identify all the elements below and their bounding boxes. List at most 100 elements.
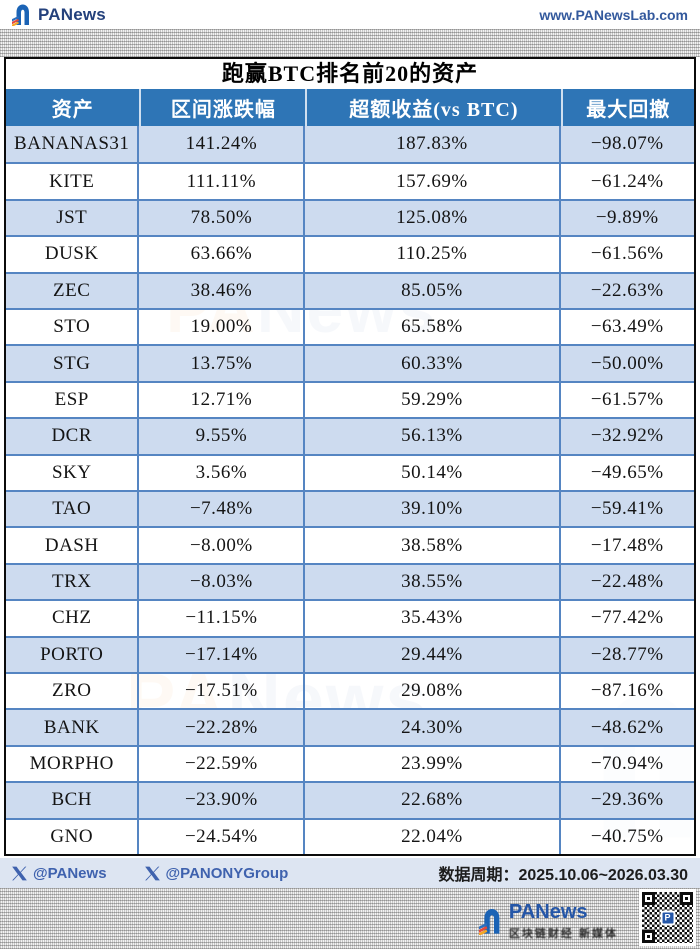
brand-name: PANews bbox=[38, 4, 106, 24]
table-row: GNO −24.54% 22.04% −40.75% bbox=[6, 817, 694, 854]
value-cell: 35.43% bbox=[305, 601, 561, 636]
qr-finder-pattern bbox=[642, 892, 655, 905]
table-row: DUSK 63.66% 110.25% −61.56% bbox=[6, 235, 694, 272]
value-cell: −8.00% bbox=[139, 528, 306, 563]
value-cell: 78.50% bbox=[139, 200, 306, 236]
value-cell: −40.75% bbox=[590, 825, 664, 847]
table-row: ESP 12.71% 59.29% −61.57% bbox=[6, 380, 694, 418]
social-handle-panony: @PANONYGroup bbox=[144, 865, 288, 882]
value-cell: −7.48% bbox=[139, 492, 306, 527]
value-cell: −22.48% bbox=[590, 570, 664, 592]
value-cell: −61.57% bbox=[590, 388, 664, 410]
value-cell: 141.24% bbox=[139, 126, 306, 163]
value-cell: 111.11% bbox=[139, 164, 306, 199]
asset-name-cell: STO bbox=[6, 310, 140, 345]
value-cell: 38.58% bbox=[305, 528, 561, 563]
value-cell: 50.14% bbox=[305, 455, 561, 490]
table-row: MORPHO −22.59% 23.99% −70.94% bbox=[6, 744, 694, 782]
value-cell: 63.66% bbox=[139, 237, 306, 272]
asset-name-cell: DASH bbox=[6, 528, 140, 563]
value-cell: 3.56% bbox=[139, 455, 306, 490]
value-cell: 9.55% bbox=[139, 419, 306, 454]
value-cell: 29.44% bbox=[305, 637, 561, 672]
x-twitter-icon bbox=[12, 866, 27, 880]
data-period: 数据周期：2025.10.06~2026.03.30 bbox=[438, 867, 688, 884]
value-cell: −59.41% bbox=[590, 498, 664, 520]
table-rows: BANANAS31 141.24% 187.83% −98.07% KITE 111.11… bbox=[6, 126, 694, 854]
value-cell: 13.75% bbox=[139, 346, 306, 381]
brand-logo: PANews bbox=[12, 3, 106, 26]
value-cell: −87.16% bbox=[590, 680, 664, 702]
asset-name-cell: ZRO bbox=[6, 674, 140, 709]
top-brand-bar: PANews www.PANewsLab.com bbox=[0, 0, 700, 29]
asset-name-cell: ZEC bbox=[6, 273, 140, 308]
qr-center-logo: P bbox=[660, 910, 675, 925]
asset-name-cell: CHZ bbox=[6, 601, 140, 636]
value-cell: −50.00% bbox=[590, 352, 664, 374]
footer-bar: @PANews @PANONYGroup 数据周期：2025.10.06~202… bbox=[0, 858, 700, 888]
value-cell: 39.10% bbox=[305, 492, 561, 527]
asset-name-cell: BANANAS31 bbox=[6, 126, 140, 163]
bottom-area: PANews 区块链财经 新媒体 P bbox=[0, 888, 700, 949]
value-cell: −17.48% bbox=[590, 534, 664, 556]
asset-name-cell: TAO bbox=[6, 492, 140, 527]
asset-name-cell: DUSK bbox=[6, 237, 140, 272]
table-row: BANANAS31 141.24% 187.83% −98.07% bbox=[6, 126, 694, 163]
value-cell: −17.14% bbox=[139, 637, 306, 672]
table-row: TAO −7.48% 39.10% −59.41% bbox=[6, 490, 694, 527]
value-cell: −22.59% bbox=[139, 746, 306, 782]
value-cell: 12.71% bbox=[139, 382, 306, 418]
table-row: ZRO −17.51% 29.08% −87.16% bbox=[6, 672, 694, 709]
x-twitter-icon bbox=[144, 866, 160, 880]
qr-finder-pattern bbox=[680, 892, 693, 905]
panews-logo-icon bbox=[478, 909, 500, 935]
value-cell: 24.30% bbox=[305, 710, 561, 745]
qr-finder-pattern bbox=[642, 930, 655, 943]
asset-name-cell: BCH bbox=[6, 783, 140, 818]
value-cell: 22.04% bbox=[305, 819, 561, 854]
table-row: SKY 3.56% 50.14% −49.65% bbox=[6, 453, 694, 490]
table-title: 跑赢BTC排名前20的资产 bbox=[221, 61, 479, 86]
bottom-brand: PANews 区块链财经 新媒体 bbox=[478, 901, 618, 941]
value-cell: 22.68% bbox=[305, 783, 561, 818]
asset-name-cell: DCR bbox=[6, 419, 140, 454]
asset-table: 跑赢BTC排名前20的资产 资产 区间涨跌幅 超额收益(vs BTC) 最大回撤… bbox=[4, 57, 696, 856]
table-row: DASH −8.00% 38.58% −17.48% bbox=[6, 526, 694, 563]
social-handle-panews: @PANews bbox=[12, 865, 107, 882]
value-cell: −98.07% bbox=[590, 133, 664, 155]
value-cell: −24.54% bbox=[139, 819, 306, 854]
brand-tagline: 区块链财经 新媒体 bbox=[508, 928, 618, 940]
value-cell: −8.03% bbox=[139, 564, 306, 600]
site-url: www.PANewsLab.com bbox=[539, 6, 688, 23]
asset-name-cell: GNO bbox=[6, 819, 140, 854]
value-cell: 110.25% bbox=[305, 237, 561, 272]
col-header-asset: 资产 bbox=[51, 99, 94, 121]
value-cell: 56.13% bbox=[305, 419, 561, 454]
value-cell: 19.00% bbox=[139, 310, 306, 345]
value-cell: −49.65% bbox=[590, 461, 664, 483]
col-header-drawdown: 最大回撤 bbox=[560, 89, 694, 126]
table-row: STG 13.75% 60.33% −50.00% bbox=[6, 344, 694, 381]
qr-code: P bbox=[639, 889, 696, 946]
table-row: KITE 111.11% 157.69% −61.24% bbox=[6, 162, 694, 199]
asset-name-cell: ESP bbox=[6, 382, 140, 418]
table-row: DCR 9.55% 56.13% −32.92% bbox=[6, 417, 694, 454]
asset-name-cell: BANK bbox=[6, 710, 140, 745]
asset-name-cell: KITE bbox=[6, 164, 140, 199]
table-row: STO 19.00% 65.58% −63.49% bbox=[6, 308, 694, 345]
value-cell: 187.83% bbox=[305, 126, 561, 163]
value-cell: −9.89% bbox=[595, 206, 659, 228]
value-cell: −32.92% bbox=[590, 425, 664, 447]
value-cell: −61.56% bbox=[590, 243, 664, 265]
col-header-change: 区间涨跌幅 bbox=[139, 89, 305, 126]
value-cell: 65.58% bbox=[305, 310, 561, 345]
value-cell: −28.77% bbox=[590, 643, 664, 665]
value-cell: −29.36% bbox=[590, 789, 664, 811]
value-cell: 85.05% bbox=[305, 273, 561, 308]
value-cell: −22.63% bbox=[590, 279, 664, 301]
value-cell: 38.55% bbox=[305, 564, 561, 600]
table-row: TRX −8.03% 38.55% −22.48% bbox=[6, 562, 694, 600]
asset-name-cell: SKY bbox=[6, 455, 140, 490]
value-cell: −63.49% bbox=[590, 316, 664, 338]
